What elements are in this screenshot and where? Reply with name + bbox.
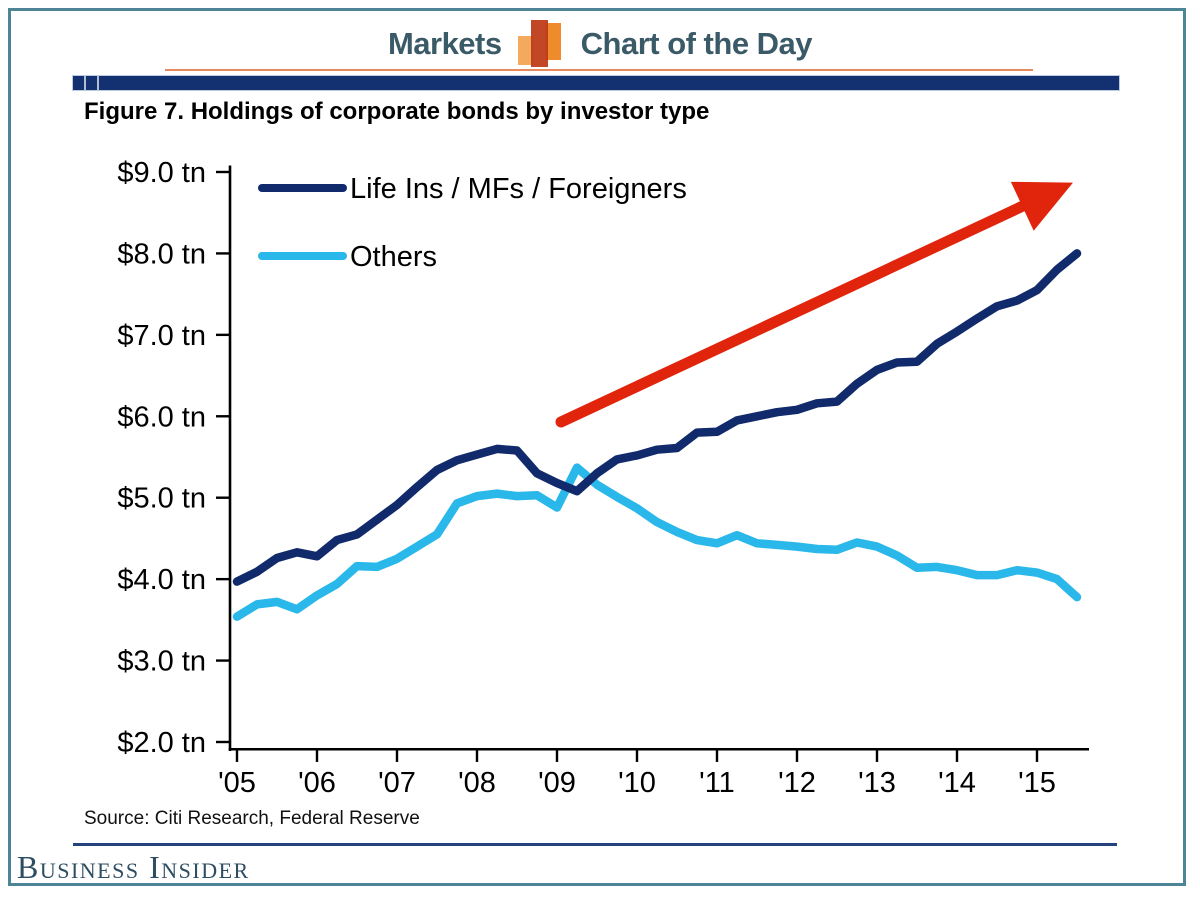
navy-bar-notch xyxy=(84,76,86,90)
navy-header-bar xyxy=(72,75,1120,91)
x-tick-label: '06 xyxy=(298,767,336,799)
y-tick-label: $9.0 tn xyxy=(117,157,206,189)
series-line-life-ins-mfs-foreigners xyxy=(232,249,1082,586)
x-tick-label: '09 xyxy=(538,767,576,799)
trend-arrow-head xyxy=(1010,181,1073,231)
y-tick-label: $7.0 tn xyxy=(117,320,206,352)
footer-rule xyxy=(73,843,1117,846)
y-tick-label: $8.0 tn xyxy=(117,238,206,270)
source-note: Source: Citi Research, Federal Reserve xyxy=(84,808,420,829)
x-tick-label: '13 xyxy=(858,767,896,799)
masthead: Markets Chart of the Day xyxy=(0,20,1200,68)
legend-label: Life Ins / MFs / Foreigners xyxy=(350,173,687,205)
x-tick-label: '15 xyxy=(1018,767,1056,799)
x-tick-label: '10 xyxy=(618,767,656,799)
legend-label: Others xyxy=(350,241,437,273)
trend-arrow-shaft xyxy=(555,197,1036,428)
y-tick-label: $4.0 tn xyxy=(117,564,206,596)
bar-chart-icon-bar-right xyxy=(545,23,561,60)
business-insider-logo: Business Insider xyxy=(17,849,250,885)
x-tick-label: '07 xyxy=(378,767,416,799)
orange-divider-rule xyxy=(165,69,1033,71)
x-tick-label: '05 xyxy=(218,767,256,799)
x-tick-label: '14 xyxy=(938,767,976,799)
y-tick-label: $3.0 tn xyxy=(117,646,206,678)
bar-chart-icon xyxy=(517,20,565,68)
x-tick-label: '08 xyxy=(458,767,496,799)
y-tick-label: $6.0 tn xyxy=(117,401,206,433)
bar-chart-icon-bar-left xyxy=(517,36,533,65)
y-tick-label: $5.0 tn xyxy=(117,483,206,515)
figure-title: Figure 7. Holdings of corporate bonds by… xyxy=(84,98,710,125)
masthead-brand: Markets xyxy=(387,26,502,61)
navy-bar-notch xyxy=(97,76,99,90)
x-tick-label: '11 xyxy=(699,767,735,799)
x-tick-label: '12 xyxy=(778,767,816,799)
y-tick-label: $2.0 tn xyxy=(117,727,206,759)
bar-chart-icon-bar-middle xyxy=(530,20,548,67)
masthead-title: Chart of the Day xyxy=(580,26,813,61)
series-line-others xyxy=(232,463,1082,621)
